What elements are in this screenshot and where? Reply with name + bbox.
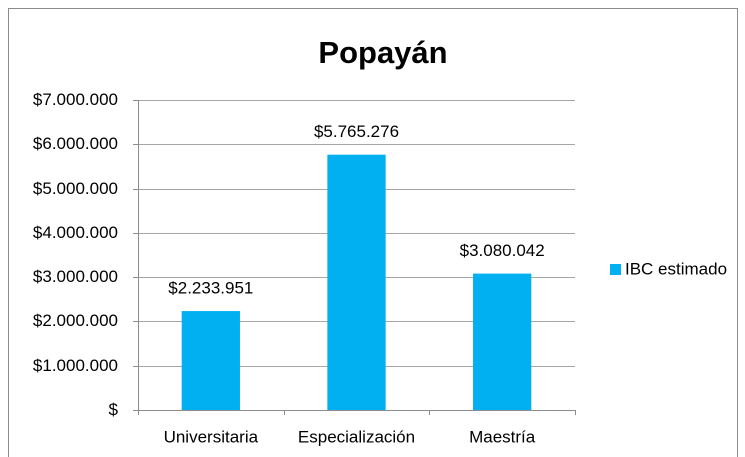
y-tick-label: $5.000.000: [33, 179, 118, 198]
bar: [473, 273, 532, 410]
y-tick-label: $3.000.000: [33, 267, 118, 286]
data-label: $2.233.951: [168, 279, 253, 298]
bar: [181, 311, 240, 410]
y-tick-label: $1.000.000: [33, 356, 118, 375]
data-label: $5.765.276: [314, 122, 399, 141]
chart-title: Popayán: [318, 35, 447, 70]
bar: [327, 154, 386, 410]
data-label: $3.080.042: [460, 241, 545, 260]
legend-swatch: [610, 264, 621, 275]
y-tick-label: $2.000.000: [33, 311, 118, 330]
y-tick-label: $7.000.000: [33, 90, 118, 109]
y-tick-label: $4.000.000: [33, 223, 118, 242]
x-tick-label: Universitaria: [164, 427, 259, 446]
x-tick-label: Especialización: [298, 427, 415, 446]
legend-label: IBC estimado: [625, 259, 727, 278]
x-tick-label: Maestría: [469, 427, 536, 446]
y-tick-label: $: [109, 400, 119, 419]
y-tick-label: $6.000.000: [33, 134, 118, 153]
